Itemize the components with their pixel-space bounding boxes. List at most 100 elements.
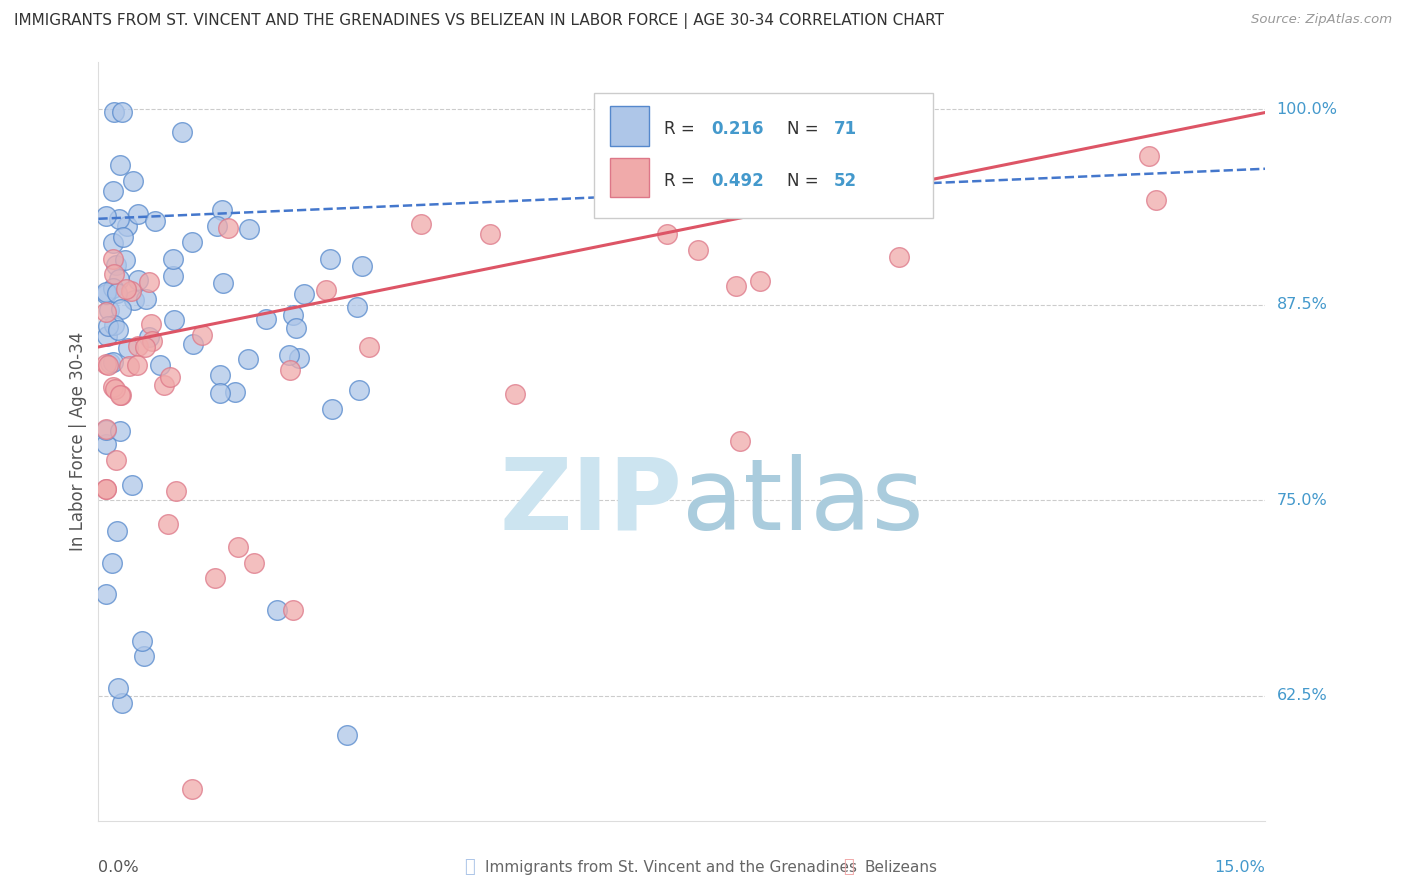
Point: [238, 222, 260, 236]
Point: [346, 300, 368, 314]
Point: [180, 782, 202, 797]
Point: [292, 286, 315, 301]
Text: ⬜: ⬜: [464, 858, 475, 876]
Point: [1144, 194, 1167, 208]
Point: [110, 301, 132, 316]
Point: [103, 355, 125, 369]
Point: [224, 385, 246, 400]
Point: [121, 174, 143, 188]
Text: R =: R =: [665, 120, 700, 138]
Text: 87.5%: 87.5%: [1277, 297, 1327, 312]
Text: ZIP: ZIP: [499, 454, 682, 550]
Point: [211, 202, 233, 217]
Point: [319, 252, 342, 266]
Point: [120, 284, 142, 298]
Point: [180, 235, 202, 250]
Point: [105, 452, 128, 467]
Text: 71: 71: [834, 120, 856, 138]
Text: 52: 52: [834, 172, 856, 190]
Point: [1137, 149, 1160, 163]
Text: IMMIGRANTS FROM ST. VINCENT AND THE GRENADINES VS BELIZEAN IN LABOR FORCE | AGE : IMMIGRANTS FROM ST. VINCENT AND THE GREN…: [14, 13, 943, 29]
Point: [96, 285, 118, 300]
Point: [108, 424, 131, 438]
Point: [98, 356, 121, 370]
Point: [749, 274, 772, 288]
Point: [112, 230, 135, 244]
Point: [101, 556, 124, 570]
Point: [152, 377, 174, 392]
Point: [138, 276, 160, 290]
Point: [315, 284, 337, 298]
Point: [96, 422, 118, 436]
Point: [122, 293, 145, 308]
Point: [96, 482, 118, 496]
Point: [96, 209, 118, 223]
Point: [103, 380, 125, 394]
Point: [287, 351, 309, 365]
Point: [96, 437, 118, 451]
Text: 62.5%: 62.5%: [1277, 688, 1327, 703]
Point: [107, 323, 129, 337]
Point: [285, 321, 308, 335]
Point: [108, 272, 131, 286]
Point: [478, 227, 501, 242]
Point: [725, 278, 748, 293]
Point: [409, 217, 432, 231]
Point: [96, 287, 118, 301]
Point: [349, 383, 371, 397]
Point: [115, 282, 138, 296]
FancyBboxPatch shape: [610, 158, 650, 197]
Point: [190, 328, 212, 343]
Point: [163, 312, 186, 326]
Text: 0.0%: 0.0%: [98, 860, 139, 874]
Point: [281, 308, 304, 322]
Point: [103, 105, 125, 120]
FancyBboxPatch shape: [595, 93, 932, 218]
Point: [101, 281, 124, 295]
Point: [170, 125, 193, 139]
Text: Immigrants from St. Vincent and the Grenadines: Immigrants from St. Vincent and the Gren…: [485, 860, 858, 874]
Point: [350, 259, 373, 273]
Point: [728, 434, 751, 448]
Point: [209, 386, 232, 401]
Point: [127, 358, 149, 372]
Point: [204, 571, 226, 585]
Point: [121, 477, 143, 491]
Point: [869, 153, 891, 168]
Point: [278, 348, 301, 362]
Point: [96, 423, 118, 437]
FancyBboxPatch shape: [610, 106, 650, 145]
Point: [101, 235, 124, 250]
Text: Source: ZipAtlas.com: Source: ZipAtlas.com: [1251, 13, 1392, 27]
Point: [205, 219, 228, 233]
Point: [336, 728, 359, 742]
Text: ⬜: ⬜: [844, 858, 855, 876]
Point: [162, 268, 184, 283]
Text: 15.0%: 15.0%: [1215, 860, 1265, 874]
Text: 75.0%: 75.0%: [1277, 492, 1327, 508]
Point: [770, 148, 793, 162]
Point: [278, 363, 301, 377]
Point: [165, 484, 187, 499]
Point: [254, 311, 277, 326]
Point: [103, 318, 125, 333]
Point: [114, 252, 136, 267]
Point: [149, 358, 172, 372]
Point: [101, 252, 124, 266]
Point: [96, 587, 118, 601]
Text: 100.0%: 100.0%: [1277, 102, 1337, 117]
Point: [181, 336, 204, 351]
Point: [97, 318, 120, 333]
Point: [135, 292, 157, 306]
Point: [655, 227, 678, 241]
Point: [844, 154, 866, 169]
Point: [217, 220, 239, 235]
Point: [97, 359, 120, 373]
Text: atlas: atlas: [682, 454, 924, 550]
Text: N =: N =: [787, 172, 824, 190]
Point: [111, 105, 134, 120]
Point: [212, 276, 235, 290]
Point: [143, 214, 166, 228]
Point: [686, 244, 709, 258]
Point: [503, 386, 526, 401]
